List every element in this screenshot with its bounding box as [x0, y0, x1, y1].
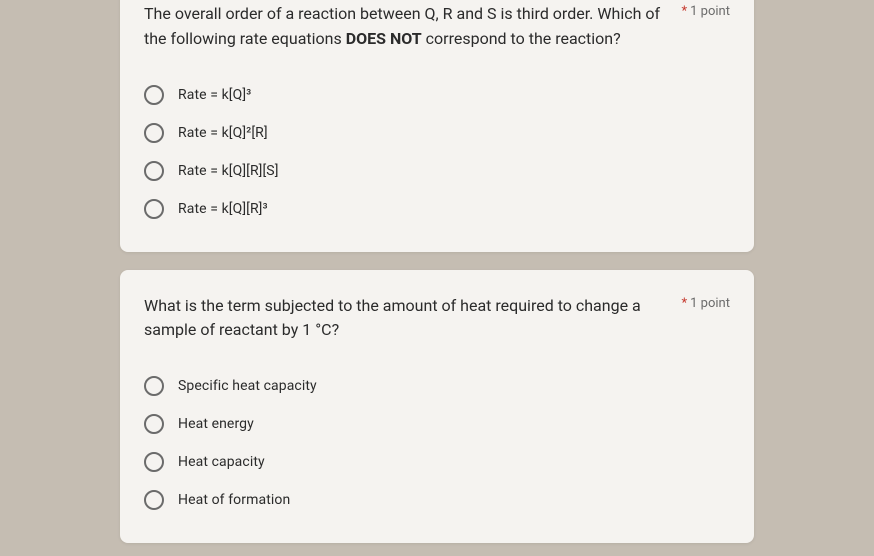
radio-icon[interactable]	[144, 85, 164, 105]
radio-icon[interactable]	[144, 452, 164, 472]
radio-icon[interactable]	[144, 414, 164, 434]
question-card: What is the term subjected to the amount…	[120, 270, 754, 544]
option-label: Rate = k[Q]³	[178, 87, 251, 103]
required-asterisk: *	[682, 4, 688, 19]
question-header: The overall order of a reaction between …	[144, 2, 730, 52]
points-label: 1 point	[690, 4, 730, 19]
option-row[interactable]: Rate = k[Q]³	[144, 76, 730, 114]
option-row[interactable]: Heat energy	[144, 405, 730, 443]
question-text: What is the term subjected to the amount…	[144, 294, 670, 344]
option-label: Heat capacity	[178, 454, 265, 470]
required-asterisk: *	[682, 296, 688, 311]
option-label: Heat of formation	[178, 492, 290, 508]
radio-icon[interactable]	[144, 376, 164, 396]
option-row[interactable]: Rate = k[Q][R][S]	[144, 152, 730, 190]
radio-icon[interactable]	[144, 490, 164, 510]
option-row[interactable]: Heat capacity	[144, 443, 730, 481]
option-label: Specific heat capacity	[178, 378, 317, 394]
radio-icon[interactable]	[144, 123, 164, 143]
option-row[interactable]: Rate = k[Q]²[R]	[144, 114, 730, 152]
option-row[interactable]: Rate = k[Q][R]³	[144, 190, 730, 228]
option-label: Rate = k[Q][R]³	[178, 201, 268, 217]
question-header: What is the term subjected to the amount…	[144, 294, 730, 344]
radio-icon[interactable]	[144, 161, 164, 181]
question-points: *1 point	[682, 294, 730, 311]
question-text: The overall order of a reaction between …	[144, 2, 670, 52]
question-points: *1 point	[682, 2, 730, 19]
option-row[interactable]: Specific heat capacity	[144, 367, 730, 405]
question-card: The overall order of a reaction between …	[120, 0, 754, 252]
option-label: Rate = k[Q][R][S]	[178, 163, 279, 179]
option-label: Heat energy	[178, 416, 254, 432]
points-label: 1 point	[690, 296, 730, 311]
radio-icon[interactable]	[144, 199, 164, 219]
option-row[interactable]: Heat of formation	[144, 481, 730, 519]
option-label: Rate = k[Q]²[R]	[178, 125, 268, 141]
